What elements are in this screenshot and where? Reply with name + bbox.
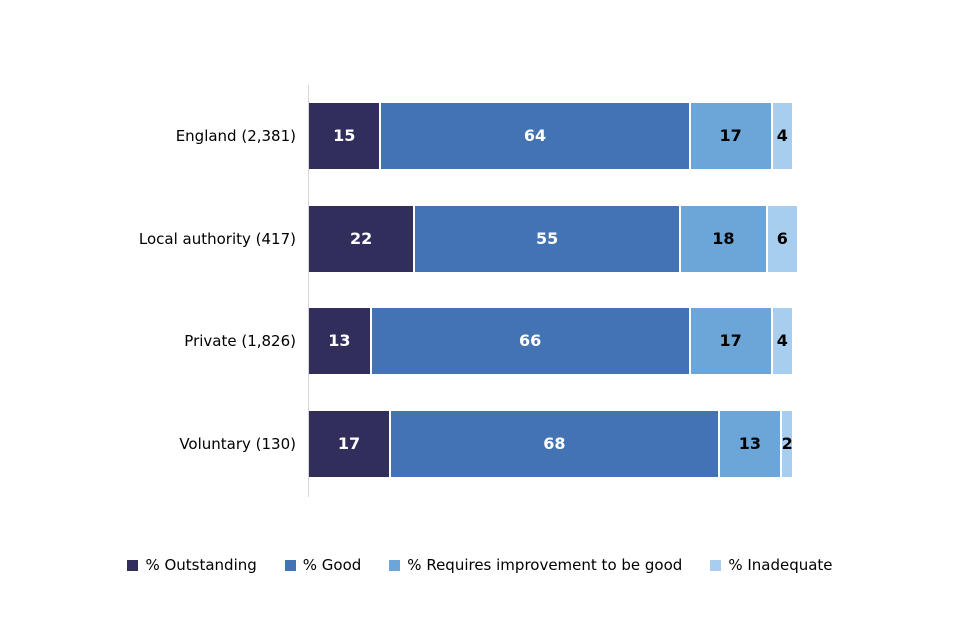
bar-segment: 18 <box>680 206 768 272</box>
bar-segment: 17 <box>309 411 392 477</box>
category-label: Voluntary (130) <box>179 435 296 453</box>
legend-item: % Outstanding <box>127 556 257 574</box>
bar-segment: 17 <box>690 103 773 169</box>
bar-row: 17 68 13 2 <box>309 411 793 477</box>
legend: % Outstanding % Good % Requires improvemen… <box>0 556 960 574</box>
bar-segment: 17 <box>690 308 773 374</box>
bar-row: 13 66 17 4 <box>309 308 792 374</box>
legend-item: % Inadequate <box>710 556 833 574</box>
bar-segment: 4 <box>772 308 792 374</box>
bar-segment-value: 4 <box>776 126 788 145</box>
legend-label: % Requires improvement to be good <box>407 556 683 574</box>
bar-segment-value: 17 <box>719 126 742 145</box>
bar-segment: 22 <box>309 206 416 272</box>
bar-segment: 66 <box>371 308 691 374</box>
bar-segment-value: 13 <box>328 331 351 350</box>
bar-segment: 55 <box>415 206 681 272</box>
bar-segment-value: 6 <box>776 229 788 248</box>
bar-segment-value: 4 <box>776 331 788 350</box>
bar-segment: 13 <box>719 411 783 477</box>
bar-segment-value: 68 <box>543 434 566 453</box>
y-axis-line <box>308 85 309 497</box>
bar-segment-value: 2 <box>781 434 793 453</box>
bar-segment-value: 64 <box>523 126 547 145</box>
legend-item: % Requires improvement to be good <box>389 556 682 574</box>
bar-segment-value: 17 <box>719 331 742 350</box>
bar-segment-value: 13 <box>738 434 762 453</box>
legend-item: % Good <box>284 556 362 574</box>
bar-segment: 64 <box>381 103 691 169</box>
legend-label: % Good <box>302 556 362 574</box>
legend-label: % Inadequate <box>728 556 833 574</box>
bar-segment-value: 22 <box>349 229 373 248</box>
bar-segment-value: 55 <box>535 229 559 248</box>
category-label: Private (1,826) <box>184 332 296 350</box>
bar-segment: 15 <box>309 103 382 169</box>
category-label: England (2,381) <box>175 127 296 145</box>
bar-segment-value: 18 <box>712 229 735 248</box>
legend-label: % Outstanding <box>145 556 257 574</box>
bar-segment-value: 17 <box>337 434 361 453</box>
bar-row: 15 64 17 4 <box>309 103 792 169</box>
legend-swatch-icon <box>389 559 401 571</box>
bar-segment-value: 66 <box>519 331 542 350</box>
legend-swatch-icon <box>710 559 722 571</box>
bar-segment: 2 <box>781 411 793 477</box>
legend-swatch-icon <box>284 559 296 571</box>
bar-segment: 13 <box>309 308 372 374</box>
bar-segment: 6 <box>767 206 797 272</box>
category-label: Local authority (417) <box>138 230 296 248</box>
bar-segment-value: 15 <box>333 126 356 145</box>
legend-swatch-icon <box>127 559 139 571</box>
bar-row: 22 55 18 6 <box>309 206 797 272</box>
bar-segment: 4 <box>772 103 792 169</box>
bar-segment: 68 <box>391 411 720 477</box>
